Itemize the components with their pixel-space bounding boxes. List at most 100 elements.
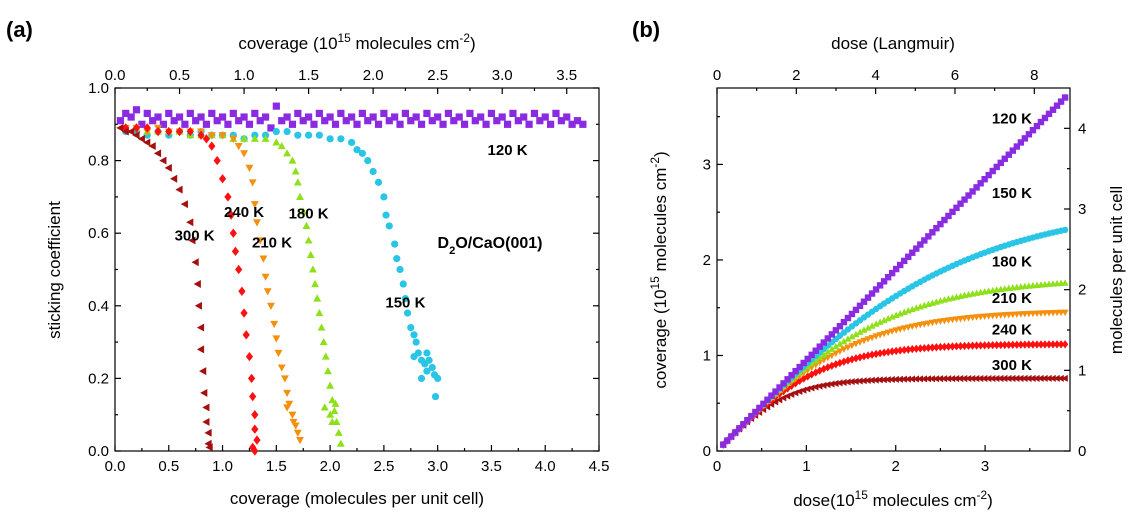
data-point xyxy=(417,120,426,128)
y2-tick-label: 0 xyxy=(1078,443,1086,460)
data-point xyxy=(391,240,399,248)
data-point xyxy=(326,113,334,121)
panel-a-y-axis-label: sticking coefficient xyxy=(45,201,64,339)
series-label: 180 K xyxy=(289,206,329,223)
data-point xyxy=(856,377,863,385)
data-point xyxy=(941,216,948,224)
data-point xyxy=(208,109,216,118)
data-point xyxy=(848,333,856,340)
data-point xyxy=(315,109,323,118)
data-point xyxy=(218,113,227,121)
data-point xyxy=(828,380,835,388)
data-point xyxy=(780,380,787,387)
panel-a-top-axis-label: coverage (1015 molecules cm-2) xyxy=(238,31,475,53)
data-point xyxy=(218,174,227,184)
data-point xyxy=(816,343,823,350)
data-point xyxy=(788,372,795,379)
data-point xyxy=(860,298,868,305)
data-point xyxy=(772,388,779,395)
data-point xyxy=(250,134,259,142)
data-point xyxy=(928,375,936,383)
data-point xyxy=(760,400,767,408)
data-point xyxy=(308,265,317,273)
panel-b-x-axis-label: dose(1015 molecules cm-2) xyxy=(793,488,993,510)
data-point xyxy=(973,184,980,191)
data-point xyxy=(824,335,832,342)
data-point xyxy=(892,375,899,383)
data-point xyxy=(530,109,539,118)
data-point xyxy=(1061,374,1068,382)
data-point xyxy=(208,141,216,151)
data-point xyxy=(832,342,840,350)
data-point xyxy=(143,138,151,147)
data-point xyxy=(860,326,868,333)
data-point xyxy=(1061,340,1069,349)
data-point xyxy=(251,109,259,118)
data-point xyxy=(439,120,447,128)
data-point xyxy=(888,313,896,320)
data-point xyxy=(288,411,297,419)
data-point xyxy=(278,117,286,125)
data-point xyxy=(836,323,844,330)
data-point xyxy=(205,443,213,452)
data-point xyxy=(909,344,916,354)
data-point xyxy=(321,352,330,360)
panel-a-series: 120 K 150 K 180 K 210 K 240 K 300 K xyxy=(116,102,587,456)
data-point xyxy=(812,368,819,377)
data-point xyxy=(224,120,232,128)
data-point xyxy=(968,374,976,383)
data-point xyxy=(993,374,1000,382)
data-point xyxy=(892,265,900,273)
data-point xyxy=(820,339,827,346)
data-point xyxy=(993,340,1000,350)
data-point xyxy=(909,249,916,256)
panel-b-series: 120 K 150 K 180 K 210 K 240 K 300 K xyxy=(719,94,1069,449)
data-point xyxy=(832,379,839,387)
series-120k xyxy=(720,94,1069,448)
data-point xyxy=(305,113,313,121)
data-point xyxy=(1009,340,1017,349)
data-point xyxy=(917,344,924,353)
data-point xyxy=(240,113,248,121)
data-point xyxy=(175,113,184,121)
data-point xyxy=(466,109,474,118)
data-point xyxy=(868,290,876,297)
data-point xyxy=(407,323,415,332)
data-point xyxy=(353,146,361,154)
series-240k xyxy=(720,340,1069,449)
data-point xyxy=(423,349,431,357)
data-point xyxy=(953,204,960,211)
data-point xyxy=(159,120,167,128)
data-point xyxy=(1001,155,1008,162)
data-point xyxy=(180,200,188,209)
data-point xyxy=(288,156,297,164)
data-point xyxy=(272,138,281,146)
data-point xyxy=(503,120,512,128)
data-point xyxy=(229,135,238,143)
data-point xyxy=(240,134,249,142)
data-point xyxy=(1057,374,1064,382)
data-point xyxy=(154,126,162,137)
data-point xyxy=(197,130,205,140)
data-point xyxy=(1009,374,1016,382)
data-point xyxy=(852,341,860,348)
data-point xyxy=(557,117,565,125)
data-point xyxy=(916,375,924,383)
data-point xyxy=(175,126,184,137)
data-point xyxy=(126,127,135,136)
data-point xyxy=(897,261,904,269)
data-point xyxy=(945,212,952,220)
data-point xyxy=(964,375,972,383)
data-point xyxy=(1025,340,1033,349)
y-tick-label: 0.0 xyxy=(88,443,109,460)
data-point xyxy=(836,340,844,347)
data-point xyxy=(896,375,903,383)
data-point xyxy=(272,102,280,110)
x-tick-label: 0.5 xyxy=(158,458,179,475)
data-point xyxy=(856,353,864,362)
data-point xyxy=(961,196,968,203)
data-point xyxy=(852,377,859,385)
data-point xyxy=(1057,340,1065,349)
top-tick-label: 0.5 xyxy=(169,67,190,84)
data-point xyxy=(330,406,339,415)
